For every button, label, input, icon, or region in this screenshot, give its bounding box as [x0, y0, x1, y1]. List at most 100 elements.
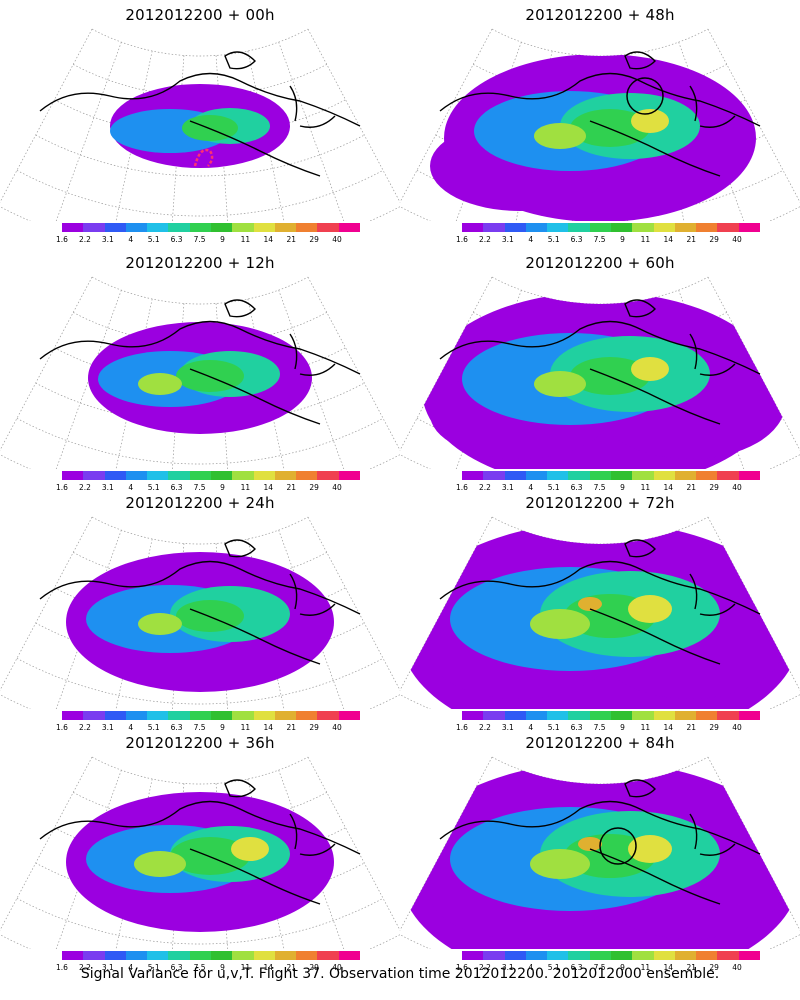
panel-title: 2012012200 + 12h — [125, 254, 275, 272]
colorbar-tick-label: 40 — [732, 963, 742, 972]
colorbar-labels: 1.6 2.2 3.1 4 5.1 6.3 7.5 9 11 14 21 29 40 — [456, 963, 760, 973]
colorbar-tick-label: 21 — [686, 235, 696, 244]
colorbar-swatch — [317, 223, 339, 232]
colorbar-swatch — [632, 951, 654, 960]
colorbar-tick-label: 14 — [663, 483, 674, 492]
colorbar-tick-label: 21 — [686, 483, 696, 492]
map-panel: 2012012200 + 12h 1.6 2.2 3.1 4 5.1 6.3 7.5 9 11 14… — [0, 248, 400, 496]
colorbar-tick-label: 7.5 — [193, 235, 206, 244]
colorbar-labels: 1.6 2.2 3.1 4 5.1 6.3 7.5 9 11 14 21 29 40 — [56, 963, 360, 973]
colorbar-swatch — [610, 471, 633, 480]
colorbar-swatch — [147, 951, 169, 960]
colorbar-swatch — [274, 223, 297, 232]
colorbar-swatch — [296, 711, 318, 720]
colorbar-swatch — [338, 471, 360, 480]
colorbar-tick-label: 9 — [620, 963, 625, 972]
colorbar-swatch — [589, 951, 611, 960]
colorbar-tick-label: 2.2 — [478, 723, 491, 732]
colorbar-swatch — [632, 223, 654, 232]
colorbar-swatch — [717, 951, 739, 960]
map-plot — [400, 28, 800, 221]
colorbar-swatch — [717, 223, 739, 232]
colorbar-swatch — [525, 711, 548, 720]
colorbar — [462, 223, 760, 232]
colorbar-swatch — [189, 951, 211, 960]
colorbar-tick-label: 40 — [732, 483, 742, 492]
colorbar-swatch — [125, 711, 148, 720]
colorbar-swatch — [168, 711, 190, 720]
colorbar-swatch — [610, 951, 633, 960]
colorbar-swatch — [147, 223, 169, 232]
colorbar-swatch — [696, 223, 718, 232]
colorbar-swatch — [610, 711, 633, 720]
colorbar-tick-label: 40 — [332, 235, 342, 244]
colorbar-tick-label: 4 — [128, 723, 134, 732]
colorbar-swatch — [125, 223, 148, 232]
colorbar — [62, 471, 360, 480]
map-plot — [0, 516, 400, 709]
map-plot — [0, 28, 400, 221]
colorbar-swatch — [547, 711, 569, 720]
colorbar-swatch — [632, 711, 654, 720]
colorbar-tick-label: 14 — [663, 963, 674, 972]
colorbar — [62, 711, 360, 720]
colorbar-swatch — [83, 471, 105, 480]
colorbar-swatch — [589, 711, 611, 720]
colorbar-swatch — [189, 223, 211, 232]
colorbar-tick-label: 11 — [640, 235, 651, 244]
variance-field — [430, 54, 756, 221]
colorbar-swatch — [62, 951, 84, 960]
colorbar-swatch — [232, 223, 254, 232]
colorbar-labels: 1.6 2.2 3.1 4 5.1 6.3 7.5 9 11 14 21 29 40 — [456, 723, 760, 733]
colorbar-tick-label: 2.2 — [78, 235, 91, 244]
colorbar-tick-label: 1.6 — [456, 483, 468, 492]
colorbar-tick-label: 21 — [686, 723, 696, 732]
colorbar-swatch — [83, 951, 105, 960]
colorbar-swatch — [696, 951, 718, 960]
colorbar-tick-label: 40 — [332, 723, 342, 732]
colorbar-tick-label: 2.2 — [478, 963, 491, 972]
colorbar-tick-label: 11 — [240, 235, 251, 244]
colorbar-tick-label: 14 — [263, 963, 274, 972]
map-panel: 2012012200 + 36h 1.6 2.2 3.1 4 5.1 6.3 7.5 9 11 14… — [0, 728, 400, 976]
colorbar-tick-label: 4 — [128, 963, 134, 972]
map-panel: 2012012200 + 72h 1.6 2.2 3.1 4 5.1 6.3 7.5 9 11 14… — [400, 488, 800, 736]
colorbar-swatch — [274, 471, 297, 480]
colorbar-swatch — [253, 951, 275, 960]
colorbar-tick-label: 6.3 — [570, 235, 583, 244]
panel-title: 2012012200 + 36h — [125, 734, 275, 752]
colorbar-swatch — [610, 223, 633, 232]
colorbar-swatch — [232, 471, 254, 480]
colorbar-tick-label: 11 — [240, 963, 251, 972]
colorbar-tick-label: 6.3 — [170, 483, 183, 492]
panel-title: 2012012200 + 84h — [525, 734, 675, 752]
colorbar-tick-label: 21 — [286, 235, 296, 244]
coastlines — [439, 539, 761, 665]
colorbar-swatch — [104, 223, 126, 232]
colorbar-swatch — [674, 951, 697, 960]
colorbar-tick-label: 5.1 — [547, 235, 560, 244]
colorbar-swatch — [296, 471, 318, 480]
variance-field — [88, 322, 312, 434]
colorbar-swatch — [696, 711, 718, 720]
map-plot — [0, 276, 400, 469]
colorbar-swatch — [189, 471, 211, 480]
colorbar-tick-label: 3.1 — [101, 723, 114, 732]
observation-circle — [626, 77, 664, 115]
colorbar-tick-label: 2.2 — [78, 483, 91, 492]
colorbar-swatch — [717, 711, 739, 720]
colorbar-swatch — [504, 471, 526, 480]
colorbar-swatch — [568, 223, 590, 232]
colorbar-swatch — [274, 951, 297, 960]
colorbar-tick-label: 29 — [309, 235, 319, 244]
colorbar-swatch — [274, 711, 297, 720]
colorbar-tick-label: 14 — [263, 235, 274, 244]
colorbar-tick-label: 9 — [220, 483, 225, 492]
map-plot — [400, 276, 800, 469]
colorbar-tick-label: 14 — [263, 483, 274, 492]
colorbar-swatch — [674, 711, 697, 720]
map-plot — [400, 756, 800, 949]
colorbar-swatch — [462, 223, 484, 232]
colorbar-swatch — [338, 711, 360, 720]
colorbar-tick-label: 5.1 — [547, 483, 560, 492]
